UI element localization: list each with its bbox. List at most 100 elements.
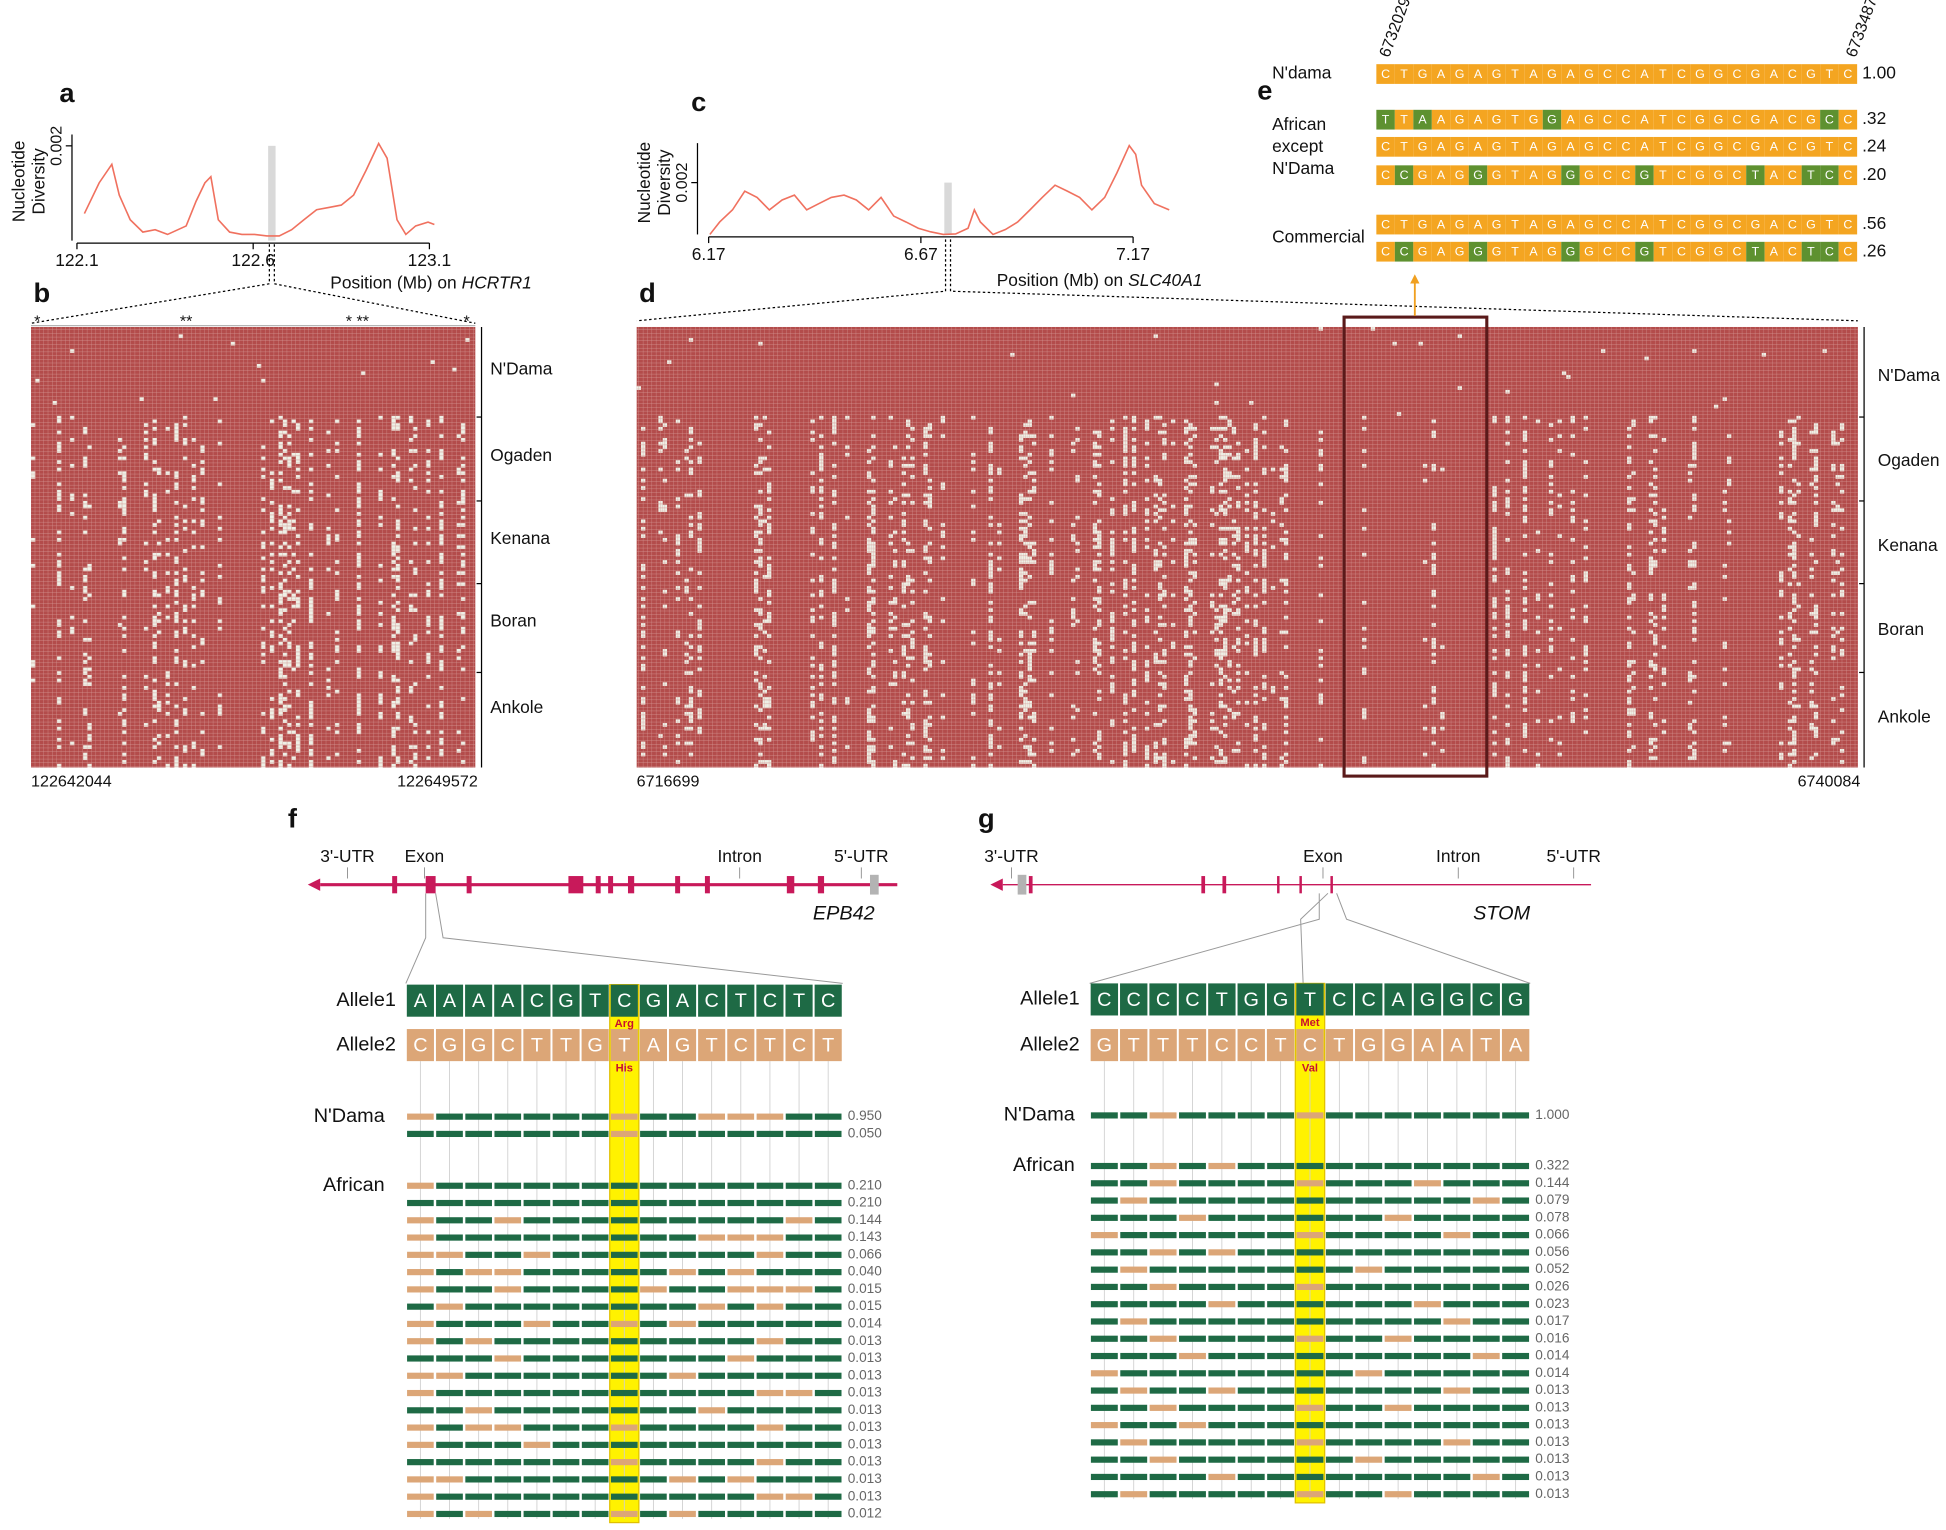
allele-letter: A bbox=[1509, 1035, 1523, 1057]
group-label: Ogaden bbox=[1878, 450, 1940, 470]
base-cell bbox=[1672, 214, 1691, 235]
haplotype-segment bbox=[552, 1407, 580, 1414]
haplotype-segment bbox=[727, 1234, 755, 1241]
base-letter: C bbox=[1732, 67, 1741, 81]
allele-cell bbox=[1090, 1029, 1119, 1062]
haplotype-segment bbox=[610, 1441, 638, 1448]
allele-letter: A bbox=[676, 990, 690, 1012]
base-cell bbox=[1709, 241, 1728, 262]
allele-letter: A bbox=[1421, 1035, 1435, 1057]
haplotype-segment bbox=[552, 1459, 580, 1466]
haplotype-segment bbox=[610, 1510, 638, 1518]
haplotype-segment bbox=[523, 1303, 551, 1310]
base-letter: G bbox=[1584, 67, 1594, 81]
haplotype-segment bbox=[1267, 1456, 1295, 1463]
haplotype-frequency: 0.950 bbox=[848, 1108, 883, 1123]
haplotype-segment bbox=[1120, 1335, 1148, 1342]
base-cell bbox=[1376, 214, 1395, 235]
haplotype-segment bbox=[1325, 1162, 1353, 1170]
base-letter: G bbox=[1751, 217, 1761, 231]
base-cell bbox=[1820, 241, 1839, 262]
base-letter: T bbox=[1659, 245, 1667, 259]
haplotype-segment bbox=[436, 1286, 463, 1293]
haplotype-segment bbox=[1414, 1439, 1441, 1446]
haplotype-segment bbox=[669, 1476, 696, 1483]
haplotype-segment bbox=[785, 1407, 813, 1414]
base-letter: G bbox=[1751, 140, 1761, 154]
haplotype-segment bbox=[756, 1493, 784, 1500]
haplotype-frequency: 0.079 bbox=[1535, 1192, 1569, 1207]
haplotype-segment bbox=[1179, 1266, 1206, 1273]
haplotype-segment bbox=[523, 1113, 551, 1120]
allele-cell bbox=[465, 1029, 493, 1062]
haplotype-segment bbox=[1149, 1370, 1177, 1377]
haplotype-segment bbox=[1502, 1456, 1530, 1463]
haplotype-segment bbox=[1120, 1180, 1148, 1187]
base-cell bbox=[1783, 165, 1802, 186]
haplotype-segment bbox=[727, 1251, 755, 1258]
base-cell bbox=[1394, 214, 1414, 235]
base-cell bbox=[1672, 109, 1691, 130]
haplotype-segment bbox=[436, 1303, 463, 1310]
base-cell bbox=[1579, 109, 1599, 130]
haplotype-segment bbox=[1090, 1180, 1118, 1187]
haplotype-segment bbox=[523, 1182, 551, 1189]
haplotype-segment bbox=[1472, 1112, 1500, 1119]
base-cell bbox=[1672, 64, 1691, 84]
haplotype-segment bbox=[581, 1303, 609, 1310]
haplotype-segment bbox=[1090, 1491, 1118, 1498]
haplotype-frequency: 1.00 bbox=[1862, 63, 1896, 83]
gene-arrow bbox=[307, 878, 321, 891]
exon bbox=[1299, 876, 1302, 894]
haplotype-segment bbox=[1267, 1180, 1295, 1187]
base-letter: G bbox=[1418, 217, 1428, 231]
allele-letter: T bbox=[589, 990, 601, 1012]
base-letter: G bbox=[1492, 140, 1502, 154]
base-cell bbox=[1746, 165, 1765, 186]
base-cell bbox=[1746, 214, 1765, 235]
base-letter: G bbox=[1418, 140, 1428, 154]
highlight-region bbox=[268, 145, 276, 241]
haplotype-segment bbox=[669, 1355, 696, 1362]
haplotype-segment bbox=[407, 1269, 434, 1276]
haplotype-segment bbox=[581, 1269, 609, 1276]
population-label: African bbox=[1013, 1154, 1075, 1176]
base-letter: T bbox=[1659, 67, 1667, 81]
haplotype-segment bbox=[1443, 1335, 1471, 1342]
base-letter: A bbox=[1437, 217, 1446, 231]
base-cell bbox=[1413, 241, 1432, 262]
haplotype-segment bbox=[756, 1355, 784, 1362]
haplotype-segment bbox=[1355, 1387, 1383, 1394]
base-letter: G bbox=[1714, 168, 1724, 182]
haplotype-segment bbox=[640, 1510, 667, 1518]
haplotype-frequency: 0.014 bbox=[848, 1316, 883, 1331]
haplotype-segment bbox=[581, 1389, 609, 1397]
haplotype-segment bbox=[1149, 1491, 1177, 1498]
haplotype-segment bbox=[552, 1182, 580, 1189]
haplotype-segment bbox=[610, 1372, 638, 1379]
haplotype-frequency: 0.013 bbox=[1535, 1399, 1569, 1414]
allele-cell bbox=[581, 1029, 609, 1062]
allele-letter: T bbox=[1275, 1035, 1287, 1057]
base-cell bbox=[1598, 214, 1617, 235]
haplotype-segment bbox=[1325, 1318, 1353, 1325]
base-letter: C bbox=[1788, 113, 1797, 127]
base-letter: T bbox=[1511, 140, 1519, 154]
haplotype-segment bbox=[1149, 1439, 1177, 1446]
haplotype-segment bbox=[756, 1372, 784, 1379]
haplotype-segment bbox=[1179, 1370, 1206, 1377]
haplotype-segment bbox=[727, 1493, 755, 1500]
haplotype-frequency: 0.013 bbox=[848, 1436, 882, 1451]
allele-letter: G bbox=[442, 1035, 457, 1057]
base-letter: A bbox=[1640, 67, 1649, 81]
haplotype-segment bbox=[640, 1269, 667, 1276]
haplotype-frequency: 0.014 bbox=[1535, 1365, 1570, 1380]
base-cell bbox=[1616, 109, 1636, 130]
haplotype-segment bbox=[1090, 1387, 1118, 1394]
haplotype-segment bbox=[610, 1182, 638, 1189]
panel-label: c bbox=[691, 86, 706, 117]
haplotype-segment bbox=[1472, 1266, 1500, 1273]
exon bbox=[1330, 876, 1333, 894]
haplotype-frequency: 0.016 bbox=[1535, 1330, 1569, 1345]
haplotype-segment bbox=[727, 1269, 755, 1276]
